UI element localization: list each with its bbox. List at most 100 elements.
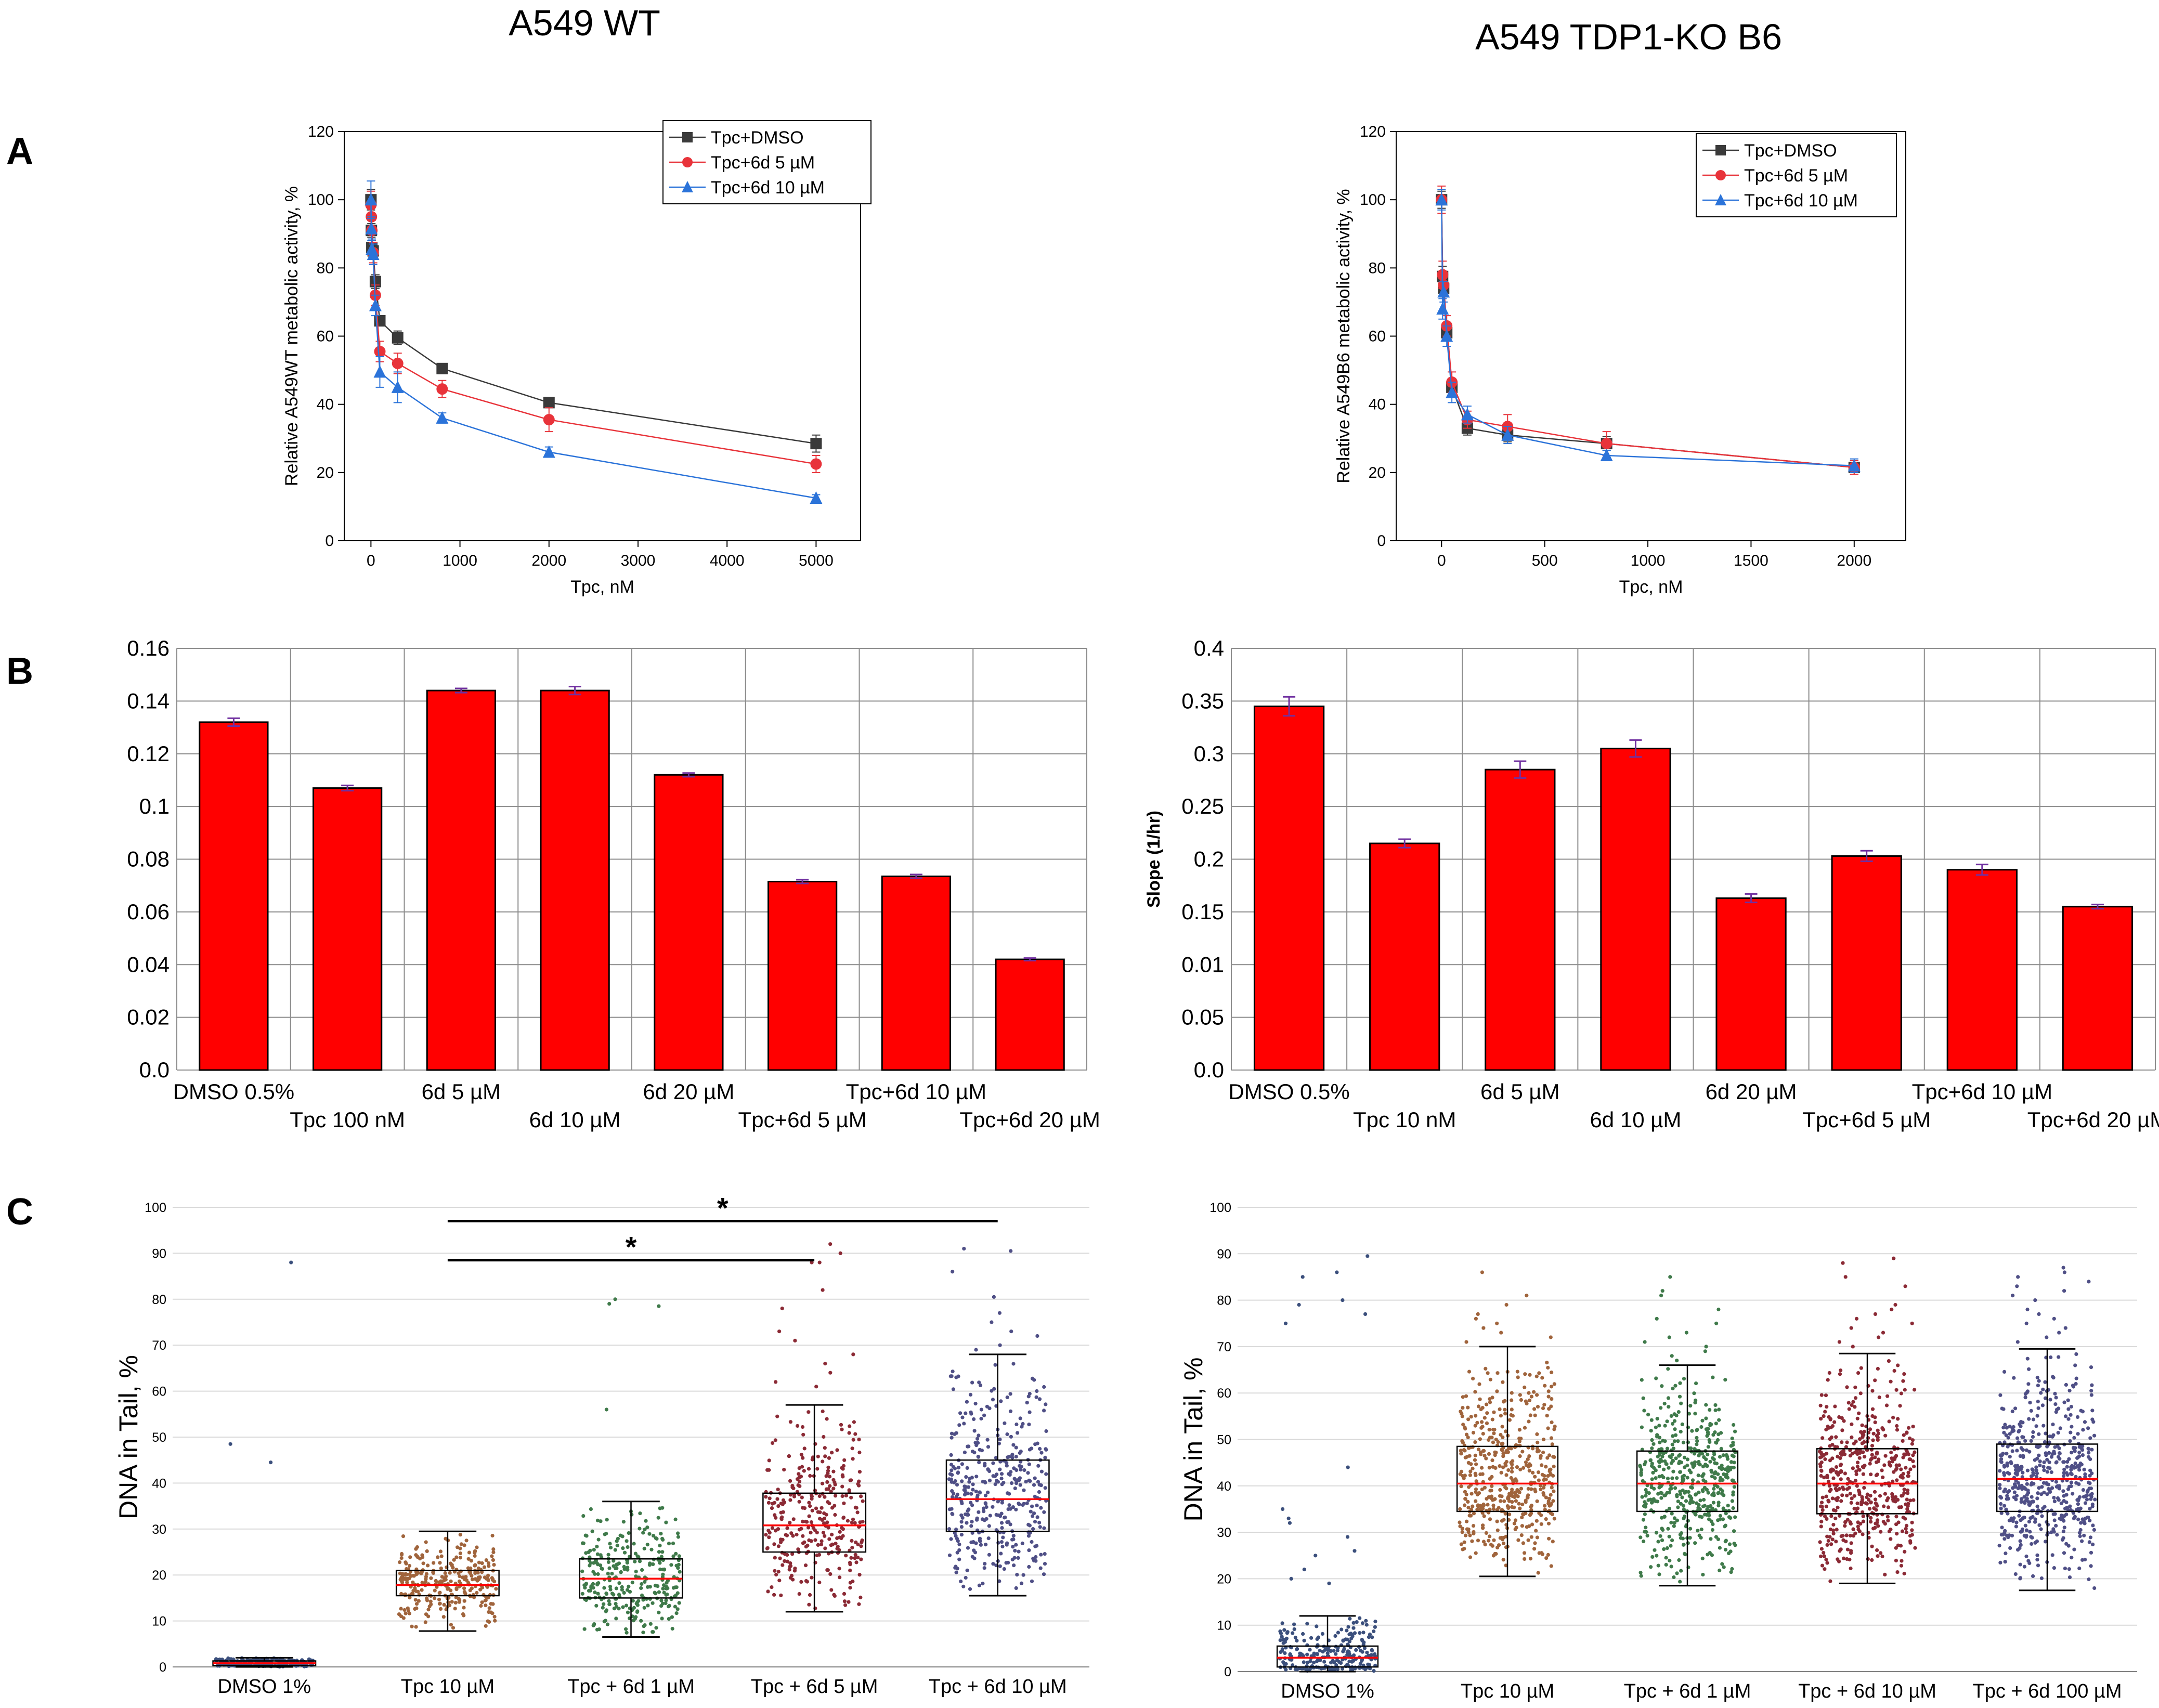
- data-point: [438, 1601, 442, 1606]
- data-point: [860, 1538, 864, 1543]
- point-square: [682, 132, 693, 142]
- data-point: [789, 1531, 794, 1535]
- data-point: [1649, 1429, 1653, 1433]
- data-point: [855, 1510, 860, 1515]
- data-point: [2003, 1423, 2007, 1427]
- data-point: [1655, 1554, 1659, 1558]
- data-point: [1491, 1503, 1495, 1507]
- outlier-point: [1495, 1321, 1499, 1325]
- data-point: [993, 1363, 997, 1367]
- data-point: [1686, 1490, 1690, 1494]
- data-point: [1507, 1492, 1512, 1496]
- point-triangle: [365, 193, 378, 206]
- data-point: [977, 1510, 981, 1514]
- data-point: [1345, 1637, 1349, 1641]
- data-point: [2025, 1357, 2030, 1361]
- data-point: [1825, 1561, 1829, 1565]
- data-point: [2018, 1546, 2022, 1550]
- data-point: [1541, 1406, 1545, 1411]
- data-point: [2035, 1471, 2039, 1476]
- data-point: [1523, 1557, 1527, 1561]
- data-point: [1891, 1415, 1895, 1419]
- data-point: [1845, 1440, 1849, 1444]
- data-point: [826, 1526, 830, 1530]
- data-point: [2075, 1508, 2079, 1512]
- data-point: [1732, 1529, 1736, 1533]
- data-point: [2054, 1461, 2058, 1465]
- data-point: [635, 1609, 640, 1613]
- data-point: [1465, 1519, 1469, 1523]
- data-point: [1475, 1507, 1479, 1511]
- data-point: [2048, 1488, 2052, 1492]
- data-point: [779, 1517, 784, 1521]
- data-point: [1033, 1544, 1037, 1548]
- data-point: [853, 1553, 857, 1557]
- data-point: [660, 1616, 664, 1621]
- data-point: [1515, 1370, 1519, 1374]
- y-tick-label: 0.05: [1181, 1005, 1224, 1029]
- data-point: [982, 1506, 986, 1510]
- data-point: [1853, 1479, 1858, 1483]
- y-tick-label: 70: [1217, 1340, 1231, 1354]
- data-point: [1828, 1527, 1832, 1532]
- data-point: [1706, 1553, 1710, 1557]
- bar: [1715, 897, 1787, 1071]
- data-point: [1841, 1487, 1845, 1491]
- data-point: [1325, 1651, 1330, 1655]
- data-point: [1665, 1546, 1669, 1550]
- data-point: [2043, 1396, 2048, 1400]
- y-tick-label: 20: [317, 464, 334, 481]
- data-point: [1322, 1660, 1326, 1664]
- data-point: [1545, 1361, 1549, 1365]
- bar: [2062, 906, 2134, 1071]
- data-point: [2051, 1512, 2056, 1516]
- data-point: [1370, 1649, 1374, 1653]
- y-tick-label: 70: [152, 1338, 166, 1353]
- data-point: [2028, 1516, 2033, 1520]
- data-point: [426, 1608, 431, 1612]
- data-point: [2086, 1489, 2090, 1493]
- data-point: [404, 1561, 408, 1566]
- data-point: [2013, 1406, 2018, 1411]
- data-point: [453, 1607, 457, 1611]
- data-point: [1519, 1398, 1523, 1402]
- data-point: [662, 1583, 666, 1587]
- data-point: [1862, 1485, 1866, 1490]
- data-point: [2006, 1496, 2011, 1501]
- data-point: [1696, 1529, 1700, 1533]
- data-point: [2069, 1468, 2073, 1472]
- data-point: [785, 1526, 789, 1530]
- point-triangle: [1436, 302, 1449, 315]
- data-point: [1477, 1382, 1481, 1386]
- data-point: [1829, 1425, 1833, 1429]
- data-point: [660, 1536, 665, 1541]
- outlier-point: [1345, 1535, 1350, 1539]
- data-point: [1664, 1562, 1668, 1567]
- data-point: [1468, 1555, 1473, 1559]
- data-point: [466, 1557, 471, 1561]
- data-point: [1485, 1411, 1489, 1415]
- data-point: [808, 1504, 812, 1508]
- data-point: [416, 1571, 420, 1575]
- data-point: [1711, 1522, 1715, 1527]
- bar: [1600, 748, 1671, 1071]
- data-point: [1541, 1450, 1545, 1455]
- data-point: [1829, 1514, 1833, 1518]
- data-point: [1716, 1491, 1721, 1495]
- data-point: [1507, 1418, 1512, 1422]
- data-point: [1839, 1534, 1843, 1538]
- data-point: [583, 1533, 588, 1537]
- data-point: [2035, 1496, 2039, 1501]
- data-point: [1853, 1385, 1857, 1389]
- point-triangle: [1437, 285, 1450, 298]
- data-point: [1032, 1483, 1036, 1487]
- data-point: [1007, 1503, 1011, 1507]
- data-point: [783, 1559, 787, 1563]
- data-point: [2052, 1500, 2057, 1504]
- data-point: [676, 1531, 680, 1535]
- data-point: [2022, 1564, 2026, 1569]
- data-point: [1839, 1477, 1843, 1481]
- data-point: [978, 1539, 982, 1543]
- data-point: [2092, 1433, 2097, 1438]
- data-point: [602, 1602, 606, 1606]
